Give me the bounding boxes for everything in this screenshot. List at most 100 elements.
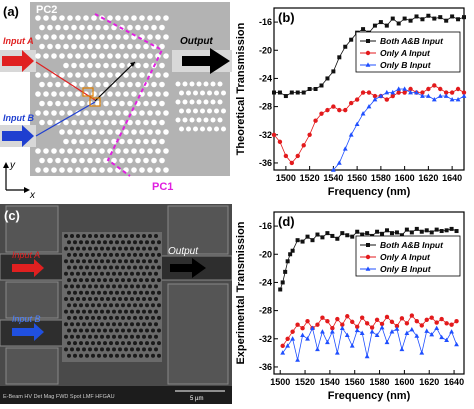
sem-hole [133, 315, 137, 320]
data-point [424, 228, 429, 233]
lattice-hole [123, 148, 129, 154]
lattice-hole [83, 110, 89, 116]
lattice-hole [75, 15, 81, 21]
x-tick-label: 1540 [323, 173, 343, 183]
lattice-hole [51, 167, 57, 173]
data-point [301, 90, 306, 95]
sem-hole [142, 322, 146, 327]
sem-hole [115, 252, 119, 257]
lattice-hole [47, 81, 53, 88]
sem-holes [64, 234, 161, 358]
lattice-hole [75, 148, 81, 154]
data-point [365, 254, 371, 260]
data-point [315, 232, 320, 237]
data-point [290, 248, 295, 253]
lattice-hole [196, 81, 202, 87]
lattice-hole [67, 34, 73, 40]
sem-hole [139, 240, 143, 245]
lattice-hole [131, 110, 137, 116]
panel-c-sem-image: (c) Input A Input B Output E-Beam HV Det… [0, 204, 233, 404]
lattice-hole [35, 91, 41, 97]
sem-hole [127, 341, 131, 346]
data-point [340, 322, 345, 327]
sem-hole [79, 341, 83, 346]
sem-hole [115, 278, 119, 283]
lattice-hole [87, 138, 93, 145]
lattice-hole [71, 43, 77, 50]
data-point [334, 350, 340, 355]
data-point [290, 329, 295, 334]
sem-hole [139, 315, 143, 320]
lattice-hole [159, 138, 165, 145]
sem-hole [142, 309, 146, 314]
data-point [366, 243, 370, 247]
sem-hole [139, 290, 143, 295]
sem-hole [88, 246, 92, 251]
legend-entry: Only B Input [380, 264, 432, 274]
sem-hole [103, 315, 107, 320]
sem-hole [85, 341, 89, 346]
sem-hole [76, 284, 80, 289]
lattice-hole [91, 167, 97, 173]
sem-hole [148, 234, 152, 238]
x-tick-label: 1620 [418, 173, 438, 183]
sem-hole [157, 290, 161, 295]
sem-hole [124, 309, 128, 314]
lattice-hole [179, 126, 184, 132]
lattice-hole [119, 81, 125, 88]
lattice-hole [139, 15, 145, 21]
data-point [340, 231, 345, 236]
sem-hole [100, 322, 104, 327]
lattice-hole [135, 81, 141, 88]
sem-hole [103, 341, 107, 346]
sem-hole [115, 240, 119, 245]
lattice-hole [103, 62, 109, 69]
sem-hole [136, 347, 140, 352]
lattice-hole [43, 110, 49, 116]
lattice-hole [147, 167, 153, 173]
x-tick-label: 1580 [370, 377, 390, 387]
data-point [319, 111, 324, 116]
lattice-hole [99, 53, 105, 59]
lattice-hole [67, 91, 73, 97]
data-point [331, 69, 336, 74]
sem-hole [106, 234, 110, 238]
data-point [325, 231, 330, 236]
lattice-hole [131, 167, 137, 173]
lattice-hole [123, 110, 129, 116]
sem-hole [145, 278, 149, 283]
sem-hole [94, 297, 98, 301]
lattice-hole [95, 157, 101, 164]
lattice-hole [143, 24, 149, 31]
lattice-hole [63, 157, 69, 164]
data-point [394, 326, 400, 331]
data-point [280, 350, 286, 355]
data-point [426, 86, 431, 92]
lattice-hole [147, 129, 153, 135]
data-point [449, 322, 454, 327]
x-tick-label: 1580 [371, 173, 391, 183]
path-a-line [35, 61, 96, 101]
lattice-hole [115, 148, 121, 154]
y-tick-label: -36 [259, 362, 272, 372]
data-point [295, 153, 300, 159]
sem-hole [91, 252, 95, 257]
lattice-hole [71, 62, 77, 69]
panel-d-chart: 1500 1520 1540 1560 1580 1600 1620 1640 -16 -20 -2… [232, 204, 474, 404]
sem-hole [130, 259, 134, 264]
lattice-hole [95, 81, 101, 88]
data-point [378, 20, 383, 25]
data-point [336, 160, 342, 165]
lattice-hole [91, 34, 97, 40]
lattice-hole [91, 53, 97, 59]
sem-hole [103, 240, 107, 245]
sem-hole [70, 284, 74, 289]
data-point [399, 233, 404, 238]
sem-hole [145, 240, 149, 245]
data-point [305, 234, 310, 239]
lattice-hole [111, 100, 117, 107]
lattice-hole [47, 24, 53, 31]
data-point [285, 259, 290, 264]
sem-hole [64, 347, 68, 352]
y-tick-label: -24 [259, 73, 272, 83]
